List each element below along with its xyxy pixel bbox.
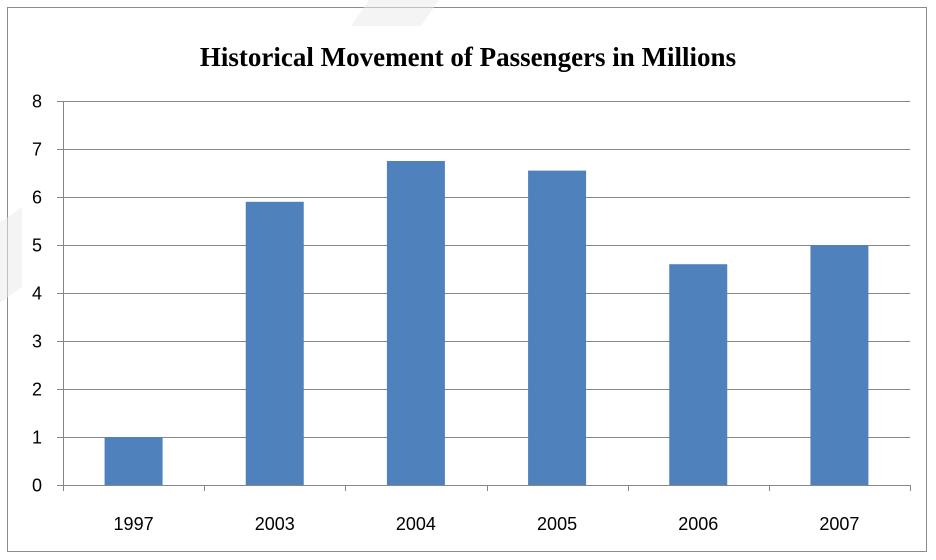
y-tick-label: 8 bbox=[32, 92, 42, 112]
bar-2005 bbox=[528, 170, 587, 485]
x-tick-labels: 1997 2003 2004 2005 2006 2007 bbox=[114, 514, 860, 534]
bar-2007 bbox=[810, 245, 869, 485]
y-tick-label: 7 bbox=[32, 140, 42, 160]
x-tick-label: 2007 bbox=[819, 514, 859, 534]
bar-2006 bbox=[669, 264, 728, 485]
bars bbox=[104, 161, 869, 486]
x-tick-label: 1997 bbox=[114, 514, 154, 534]
bar-2003 bbox=[245, 201, 304, 486]
bar-2004 bbox=[386, 161, 445, 485]
y-tick-label: 1 bbox=[32, 428, 42, 448]
y-tick-label: 5 bbox=[32, 236, 42, 256]
gridlines bbox=[63, 101, 910, 438]
x-tick-label: 2005 bbox=[537, 514, 577, 534]
y-tick-label: 6 bbox=[32, 188, 42, 208]
chart-title: Historical Movement of Passengers in Mil… bbox=[199, 42, 737, 72]
y-tick-label: 3 bbox=[32, 332, 42, 352]
y-tick-label: 4 bbox=[32, 284, 42, 304]
y-tick-labels: 0 1 2 3 4 5 6 7 8 bbox=[32, 92, 42, 496]
axes bbox=[57, 101, 911, 491]
x-tick-label: 2006 bbox=[678, 514, 718, 534]
y-tick-label: 0 bbox=[32, 476, 42, 496]
bar-1997 bbox=[104, 437, 163, 485]
y-tick-label: 2 bbox=[32, 380, 42, 400]
x-tick-label: 2003 bbox=[255, 514, 295, 534]
x-tick-label: 2004 bbox=[396, 514, 436, 534]
